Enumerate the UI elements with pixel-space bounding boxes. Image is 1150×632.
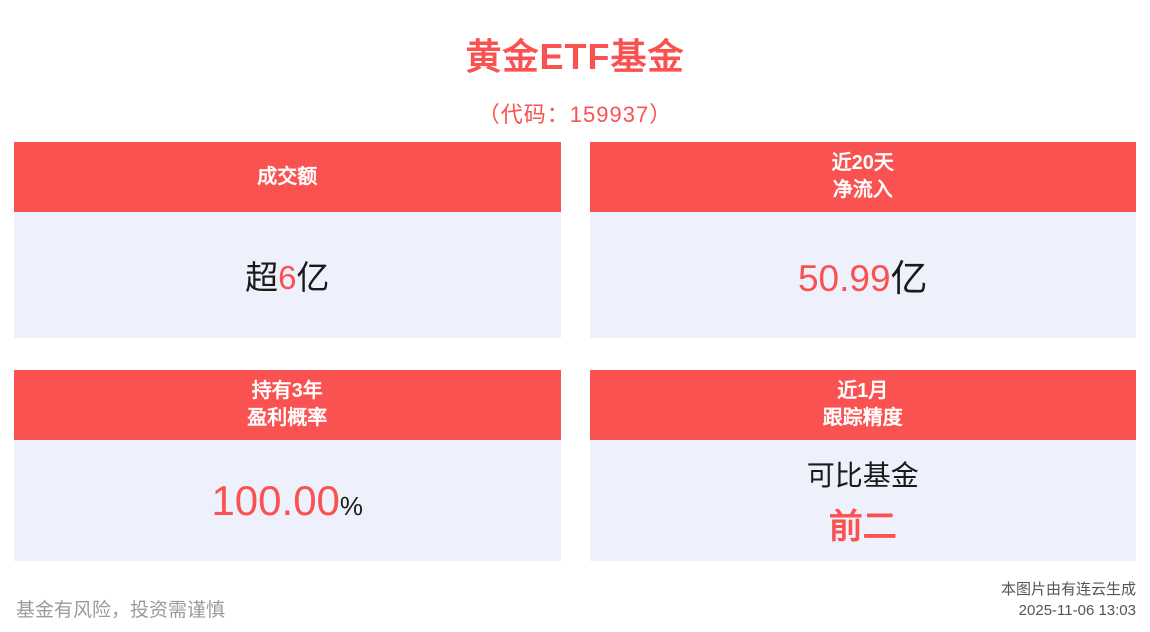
card-header-line: 近20天 (831, 152, 894, 174)
stats-grid: 成交额 超6亿 近20天 净流入 50.99亿 持有3年 盈利概率 100.00… (14, 142, 1136, 561)
page-header: 黄金ETF基金 （代码：159937） (0, 0, 1150, 129)
page-footer: 基金有风险，投资需谨慎 本图片由有连云生成 2025-11-06 13:03 (16, 579, 1136, 623)
value-highlight: 6 (278, 259, 297, 296)
value-unit: 亿 (890, 258, 928, 299)
card-net-inflow-body: 50.99亿 (589, 212, 1136, 338)
value-prefix: 超 (245, 259, 279, 296)
metric-value-comparable-funds: 可比基金 (806, 459, 919, 491)
value-highlight: 50.99 (797, 258, 891, 299)
metric-value-net-inflow: 50.99亿 (798, 248, 928, 302)
credit-source: 本图片由有连云生成 (1000, 580, 1136, 598)
page-title: 黄金ETF基金 (465, 36, 685, 77)
card-header-line: 成交额 (257, 165, 318, 188)
metric-value-profit-probability: 100.00% (211, 477, 363, 525)
card-turnover: 成交额 超6亿 (14, 142, 561, 338)
card-header-line: 净流入 (832, 179, 893, 201)
card-profit-probability-body: 100.00% (14, 440, 561, 561)
value-unit: 亿 (296, 259, 330, 296)
card-profit-probability-header: 持有3年 盈利概率 (14, 370, 561, 440)
card-header-line: 持有3年 (251, 380, 323, 402)
value-unit: % (339, 490, 364, 521)
metric-value-rank: 前二 (828, 507, 897, 546)
value-highlight: 100.00 (211, 476, 340, 524)
credit-timestamp: 2025-11-06 13:03 (1018, 602, 1136, 620)
generator-credit: 本图片由有连云生成 2025-11-06 13:03 (1001, 579, 1136, 623)
card-net-inflow-header: 近20天 净流入 (589, 142, 1136, 212)
card-header-line: 近1月 (837, 380, 889, 402)
risk-disclaimer: 基金有风险，投资需谨慎 (16, 600, 226, 621)
card-tracking-precision-header: 近1月 跟踪精度 (589, 370, 1136, 440)
card-turnover-body: 超6亿 (14, 212, 561, 338)
card-header-line: 跟踪精度 (822, 407, 903, 429)
card-header-line: 盈利概率 (247, 407, 328, 429)
card-net-inflow: 近20天 净流入 50.99亿 (589, 142, 1136, 338)
fund-code-subtitle: （代码：159937） (477, 102, 673, 127)
metric-value-turnover: 超6亿 (245, 251, 329, 299)
card-tracking-precision-body: 可比基金 前二 (589, 440, 1136, 561)
card-profit-probability: 持有3年 盈利概率 100.00% (14, 370, 561, 561)
card-turnover-header: 成交额 (14, 142, 561, 212)
card-tracking-precision: 近1月 跟踪精度 可比基金 前二 (589, 370, 1136, 561)
